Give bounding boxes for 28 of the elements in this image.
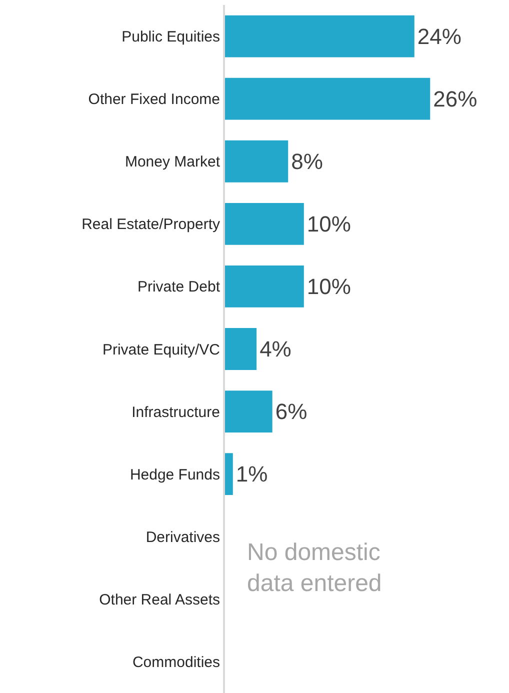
y-tick-label: Public Equities <box>122 28 220 46</box>
data-label: 4% <box>260 336 292 362</box>
y-tick-label: Private Equity/VC <box>102 341 220 358</box>
data-label: 10% <box>306 274 351 299</box>
bar <box>225 328 257 370</box>
bar <box>225 453 233 496</box>
data-label: 10% <box>306 211 351 236</box>
y-tick-label: Infrastructure <box>132 404 220 421</box>
bar <box>225 202 304 245</box>
y-tick-label: Commodities <box>132 654 220 671</box>
data-label: 24% <box>417 24 462 49</box>
y-tick-label: Private Debt <box>137 278 221 296</box>
bar <box>225 140 288 182</box>
data-label: 26% <box>433 86 478 112</box>
bar <box>225 15 414 58</box>
y-tick-label: Hedge Funds <box>130 466 220 484</box>
bar <box>225 78 430 120</box>
data-label: 8% <box>291 148 323 174</box>
annotation: No domestic data entered <box>247 539 382 598</box>
data-label: 1% <box>236 462 268 487</box>
y-tick-label: Other Fixed Income <box>88 91 220 108</box>
y-tick-label: Other Real Assets <box>99 591 220 608</box>
y-tick-label: Derivatives <box>146 528 220 546</box>
y-tick-label: Real Estate/Property <box>82 216 220 234</box>
bar <box>225 390 272 432</box>
y-tick-label: Money Market <box>124 154 221 171</box>
data-label: 6% <box>275 399 308 424</box>
bar <box>225 266 304 308</box>
